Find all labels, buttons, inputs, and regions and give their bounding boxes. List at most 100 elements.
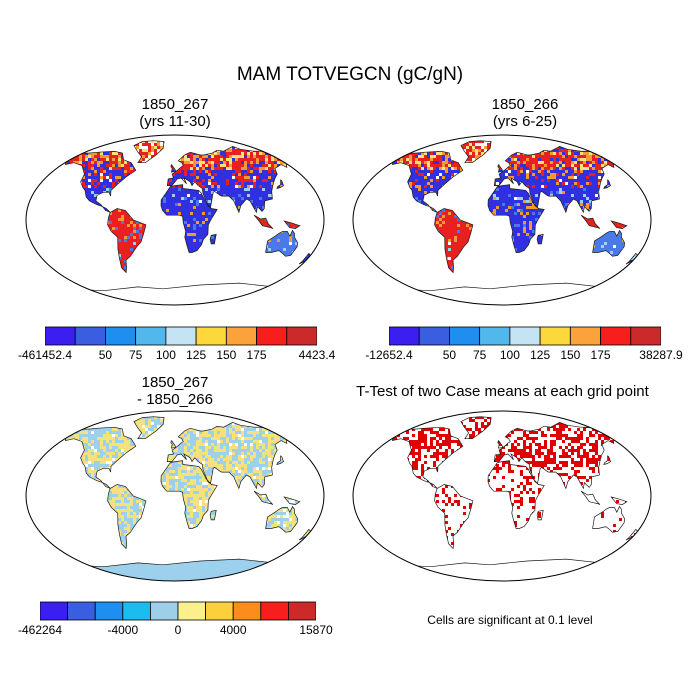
colorbar-swatch	[287, 601, 316, 621]
coastline	[536, 233, 544, 245]
colorbar-swatch	[509, 326, 541, 346]
colorbar-swatch	[122, 601, 151, 621]
panel-2-colorbar-labels: -12652.4 50 75 100 125 150 175 38287.9	[365, 348, 682, 362]
coastline	[209, 233, 217, 245]
coastline	[392, 150, 464, 213]
colorbar-label: 150	[216, 348, 237, 362]
figure-title: MAM TOTVEGCN (gC/gN)	[236, 64, 464, 85]
coastline	[610, 220, 628, 229]
coastline	[133, 140, 165, 164]
coastline	[160, 184, 218, 253]
coastline	[166, 146, 292, 214]
coastline	[64, 282, 281, 305]
panel-2-title-line2: (yrs 6-25)	[492, 113, 558, 130]
coastline	[133, 416, 165, 440]
colorbar-label: -12652.4	[365, 348, 413, 362]
colorbar-swatch	[165, 326, 197, 346]
colorbar-swatch	[177, 601, 207, 621]
coastline	[209, 509, 217, 521]
coastline	[65, 150, 137, 213]
colorbar-swatch	[569, 326, 601, 346]
landmass-indonesia	[581, 491, 600, 505]
panel-3-title: 1850_267 - 1850_266	[75, 374, 275, 408]
colorbar-label: 125	[530, 348, 551, 362]
coastline	[487, 184, 545, 253]
panel-4-map	[352, 410, 652, 582]
coastline	[592, 229, 626, 257]
colorbar-label: 150	[560, 348, 581, 362]
panel-3-title-line2: - 1850_266	[137, 391, 213, 408]
coastline	[391, 558, 608, 581]
colorbar-swatch	[286, 326, 317, 346]
colorbar-swatch	[105, 326, 137, 346]
landmass-africa	[161, 184, 218, 253]
coastline	[265, 505, 299, 533]
coastline	[460, 416, 492, 440]
colorbar-swatch	[232, 601, 262, 621]
colorbar-label: 125	[186, 348, 207, 362]
coastline	[460, 140, 492, 164]
coastline	[170, 163, 177, 173]
colorbar-label: 4423.4	[298, 348, 336, 362]
coastline	[65, 426, 137, 489]
colorbar-swatch	[74, 326, 106, 346]
map-border	[352, 134, 652, 306]
colorbar-label: -4000	[107, 623, 139, 637]
colorbar-swatch	[260, 601, 289, 621]
coastline	[276, 455, 284, 466]
coastline	[392, 426, 464, 489]
colorbar-label: 38287.9	[639, 348, 683, 362]
colorbar-swatch	[40, 601, 69, 621]
panel-1-title-line1: 1850_267	[141, 96, 209, 113]
colorbar-label: -462264	[17, 623, 63, 637]
landmass-samerica	[434, 484, 473, 549]
colorbar-label: 15870	[299, 623, 333, 637]
coastline	[603, 179, 611, 190]
colorbar-swatch	[600, 326, 632, 346]
panel-1-colorbar	[45, 326, 317, 346]
colorbar-label: -461452.4	[17, 348, 73, 362]
coastline	[253, 490, 274, 505]
coastline	[493, 422, 619, 490]
coastline	[391, 282, 608, 305]
colorbar-swatch	[45, 326, 76, 346]
panel-4-title-line1: T-Test of two Case means at each grid po…	[356, 383, 649, 400]
panel-3-colorbar	[40, 601, 316, 621]
colorbar-swatch	[94, 601, 124, 621]
colorbar-swatch	[150, 601, 179, 621]
coastline	[283, 496, 301, 505]
colorbar-swatch	[630, 326, 661, 346]
map-border	[25, 410, 325, 582]
colorbar-swatch	[67, 601, 96, 621]
panel-1-map	[25, 134, 325, 306]
coastline	[64, 558, 281, 581]
colorbar-label: 0	[174, 623, 182, 637]
colorbar-swatch	[418, 326, 450, 346]
colorbar-swatch	[135, 326, 167, 346]
colorbar-swatch	[449, 326, 481, 346]
coastline	[592, 505, 626, 533]
colorbar-swatch	[389, 326, 420, 346]
panel-2-title: 1850_266 (yrs 6-25)	[425, 96, 625, 130]
landmass-newguinea	[611, 221, 627, 229]
coastline	[253, 214, 274, 229]
coastline	[434, 484, 474, 550]
coastline	[166, 422, 292, 490]
coastline	[603, 455, 611, 466]
coastline	[536, 509, 544, 521]
panel-1-title: 1850_267 (yrs 11-30)	[75, 96, 275, 130]
coastline	[580, 214, 601, 229]
landmass-indonesia	[254, 215, 273, 229]
colorbar-label: 50	[98, 348, 113, 362]
colorbar-label: 100	[155, 348, 176, 362]
panel-3-map	[25, 410, 325, 582]
panel-2-title-line1: 1850_266	[491, 96, 559, 113]
panel-1-title-line2: (yrs 11-30)	[139, 113, 211, 130]
panel-2-map	[352, 134, 652, 306]
colorbar-label: 175	[590, 348, 611, 362]
coastline	[487, 460, 545, 529]
coastline	[107, 208, 147, 274]
colorbar-label: 100	[499, 348, 520, 362]
coastline	[497, 163, 504, 173]
map-border	[25, 134, 325, 306]
